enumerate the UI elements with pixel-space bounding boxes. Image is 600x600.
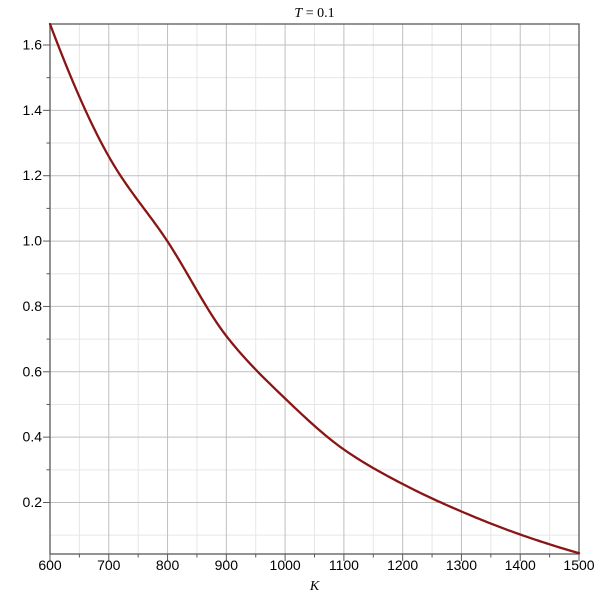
- svg-text:1000: 1000: [270, 557, 301, 573]
- svg-text:600: 600: [38, 557, 62, 573]
- svg-text:K: K: [309, 579, 320, 594]
- svg-text:T = 0.1: T = 0.1: [294, 6, 334, 21]
- svg-text:1400: 1400: [505, 557, 536, 573]
- svg-text:1500: 1500: [563, 557, 594, 573]
- svg-text:1200: 1200: [387, 557, 418, 573]
- svg-text:1.2: 1.2: [23, 167, 43, 183]
- svg-text:1.6: 1.6: [23, 37, 43, 53]
- svg-text:0.4: 0.4: [23, 429, 43, 445]
- svg-text:700: 700: [97, 557, 121, 573]
- svg-text:0.6: 0.6: [23, 363, 43, 379]
- svg-text:800: 800: [156, 557, 180, 573]
- svg-text:900: 900: [215, 557, 239, 573]
- svg-text:0.8: 0.8: [23, 298, 43, 314]
- svg-text:0.2: 0.2: [23, 494, 43, 510]
- svg-text:1100: 1100: [329, 557, 359, 573]
- svg-text:1300: 1300: [446, 557, 477, 573]
- svg-text:1.4: 1.4: [23, 102, 43, 118]
- svg-text:1.0: 1.0: [23, 233, 43, 249]
